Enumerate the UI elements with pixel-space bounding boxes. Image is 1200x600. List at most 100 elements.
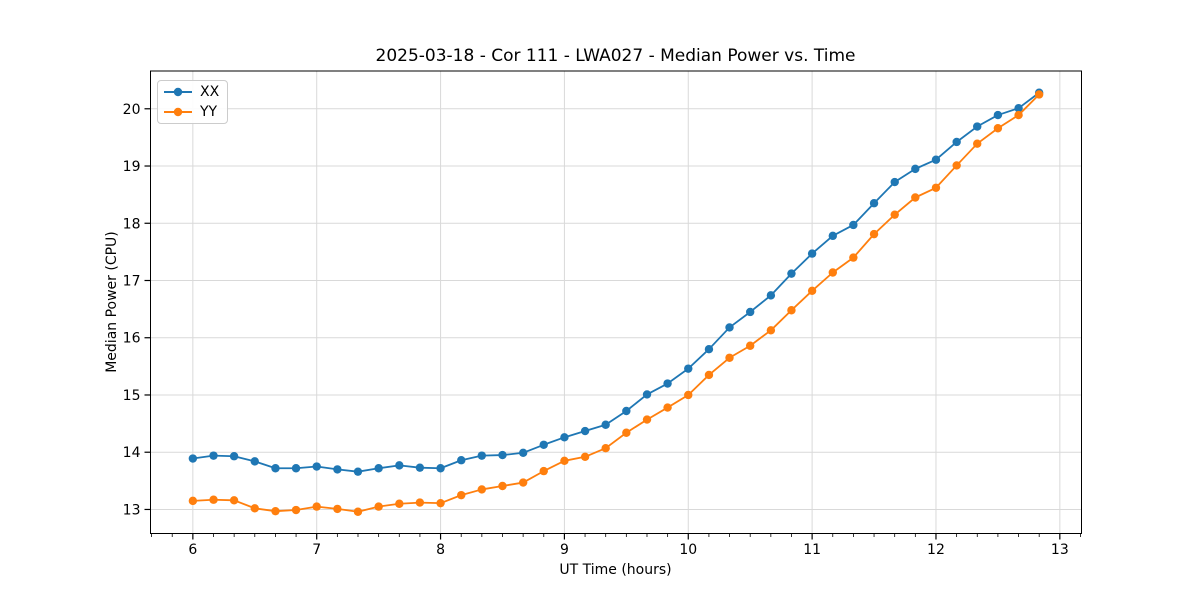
data-point: [477, 451, 487, 460]
data-point: [745, 307, 755, 317]
legend-line-sample-yy: [164, 107, 192, 117]
data-point: [952, 161, 961, 170]
y-tick-label: 16: [123, 331, 141, 347]
data-point: [622, 406, 631, 416]
data-point: [333, 465, 342, 474]
data-point: [1034, 90, 1044, 99]
data-point: [374, 502, 383, 511]
chart-title: 2025-03-18 - Cor 111 - LWA027 - Median P…: [375, 46, 856, 66]
grid: [150, 71, 1082, 534]
data-point: [539, 466, 548, 476]
x-tick-label: 9: [560, 542, 569, 558]
data-point: [849, 253, 858, 262]
data-point: [457, 456, 466, 465]
data-point: [250, 504, 259, 513]
data-point: [704, 344, 714, 354]
plot-border: [150, 70, 1082, 534]
series-yy: [188, 90, 1044, 516]
data-point: [415, 498, 425, 507]
data-point: [436, 498, 445, 508]
y-tick-label: 19: [123, 159, 141, 175]
data-point: [229, 452, 239, 461]
legend-marker-yy: [173, 107, 183, 117]
data-point: [312, 502, 321, 511]
data-point: [828, 268, 837, 277]
data-point: [684, 364, 693, 373]
data-point: [931, 155, 941, 164]
y-tick-label: 14: [123, 445, 141, 461]
data-point: [642, 390, 652, 399]
legend-label-xx: XX: [200, 84, 220, 100]
data-point: [725, 353, 734, 362]
legend-marker-xx: [173, 87, 183, 97]
x-tick-label: 12: [927, 542, 945, 558]
series-xx: [188, 88, 1044, 476]
data-point: [869, 199, 879, 208]
data-point: [869, 229, 879, 239]
data-point: [601, 420, 610, 429]
data-point: [766, 326, 776, 335]
data-point: [353, 507, 363, 516]
data-point: [993, 124, 1003, 133]
data-point: [498, 481, 507, 491]
data-point: [250, 457, 259, 466]
data-point: [849, 220, 858, 230]
data-point: [539, 440, 548, 449]
data-point: [518, 448, 528, 457]
y-tick-label: 13: [123, 502, 141, 518]
data-point: [436, 464, 445, 473]
data-point: [787, 269, 796, 278]
data-point: [271, 506, 280, 516]
data-point: [890, 210, 899, 219]
x-axis-label: UT Time (hours): [559, 562, 672, 578]
x-tick-label: 8: [436, 542, 445, 558]
data-point: [807, 286, 817, 295]
data-point: [828, 231, 837, 241]
data-point: [291, 505, 301, 515]
data-point: [911, 164, 920, 174]
data-point: [890, 177, 899, 187]
data-point: [580, 426, 590, 436]
y-tick-label: 15: [123, 388, 141, 404]
data-point: [973, 139, 982, 148]
data-point: [973, 122, 982, 131]
data-point: [704, 370, 714, 380]
data-point: [807, 249, 817, 258]
legend-item-yy: YY: [163, 102, 221, 122]
data-point: [312, 462, 321, 471]
data-point: [188, 496, 198, 506]
y-axis-label: Median Power (CPU): [104, 231, 120, 373]
data-point: [229, 496, 239, 505]
data-point: [415, 463, 425, 472]
legend-label-yy: YY: [200, 104, 218, 120]
data-point: [518, 478, 528, 487]
legend-line-sample-xx: [164, 87, 192, 97]
data-point: [374, 464, 383, 473]
data-point: [911, 193, 920, 202]
data-point: [353, 467, 363, 476]
data-point: [601, 444, 610, 453]
data-point: [1014, 110, 1023, 120]
data-point: [291, 464, 301, 473]
data-point: [745, 341, 755, 350]
x-tick-label: 7: [312, 542, 321, 558]
x-tick-label: 10: [679, 542, 697, 558]
x-tick-label: 11: [803, 542, 821, 558]
data-point: [766, 291, 776, 300]
y-tick-label: 20: [123, 102, 141, 118]
data-point: [952, 137, 961, 147]
data-point: [395, 499, 404, 508]
y-tick-label: 18: [123, 216, 141, 232]
legend: XX YY: [157, 80, 228, 124]
data-point: [395, 461, 404, 470]
data-point: [333, 504, 342, 514]
data-point: [271, 464, 280, 473]
data-point: [560, 433, 569, 442]
data-point: [209, 495, 218, 504]
data-point: [498, 450, 507, 460]
data-point: [580, 452, 590, 461]
data-point: [663, 379, 672, 388]
data-point: [1014, 104, 1023, 113]
data-point: [642, 415, 652, 424]
